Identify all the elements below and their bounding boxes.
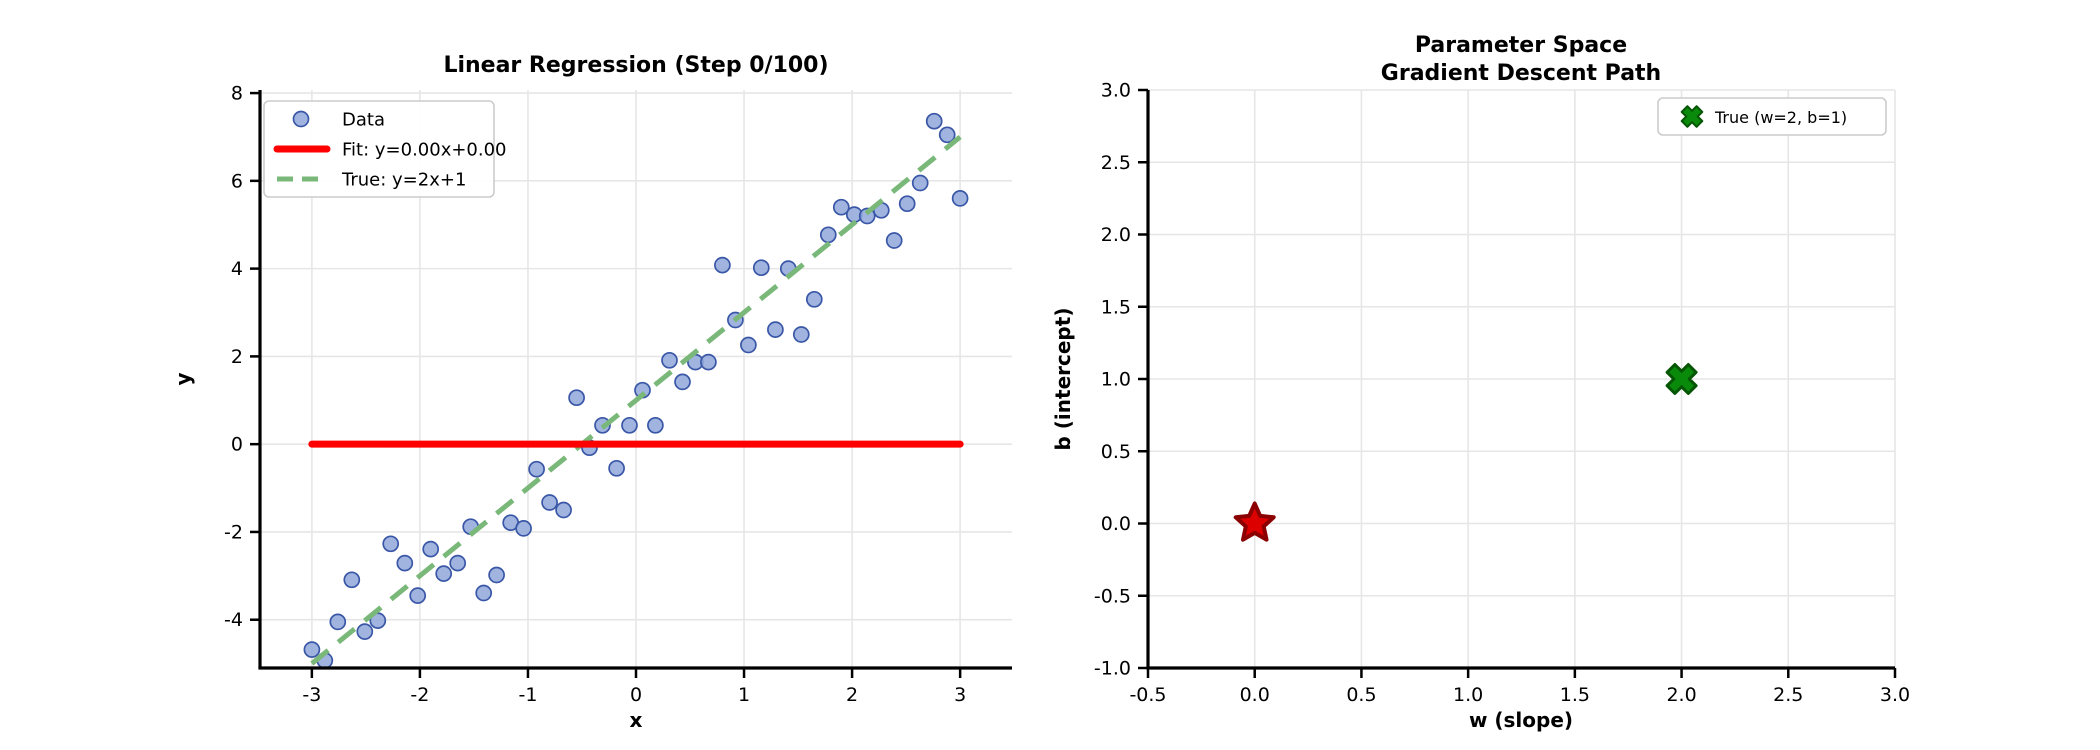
x-tick-label: 1.5: [1560, 684, 1590, 706]
scatter-point: [674, 373, 691, 391]
regression-title: Linear Regression (Step 0/100): [443, 53, 828, 78]
regression-ylabel: y: [171, 372, 195, 385]
y-tick-label: 3.0: [1101, 80, 1131, 102]
scatter-point: [767, 321, 784, 338]
x-tick-label: -0.5: [1129, 684, 1166, 706]
x-tick-label: 3: [954, 684, 966, 706]
scatter-point: [885, 232, 903, 249]
y-tick-label: 1.5: [1101, 296, 1131, 318]
scatter-point: [714, 256, 731, 274]
x-tick-label: 1.0: [1453, 684, 1483, 706]
scatter-point: [356, 623, 374, 640]
y-tick-label: 2.0: [1101, 224, 1131, 246]
scatter-point: [303, 641, 321, 658]
scatter-point: [435, 565, 453, 582]
scatter-point: [568, 389, 585, 407]
x-tick-label: 3.0: [1880, 684, 1910, 706]
legend-label-true-params: True (w=2, b=1): [1714, 108, 1847, 127]
true-line: [310, 135, 962, 666]
scatter-point: [647, 416, 664, 434]
scatter-point: [925, 112, 943, 130]
scatter-point: [700, 353, 717, 371]
scatter-point: [819, 226, 837, 244]
parameter-subtitle: Gradient Descent Path: [1381, 61, 1661, 86]
scatter-point: [752, 259, 770, 277]
x-tick-label: 0: [630, 684, 642, 706]
y-tick-label: 4: [231, 258, 243, 280]
scatter-point: [792, 326, 810, 343]
y-tick-label: 0.0: [1101, 513, 1131, 535]
scatter-point: [409, 587, 427, 604]
scatter-point: [898, 195, 916, 213]
scatter-point: [422, 540, 440, 558]
legend-label-fit: Fit: y=0.00x+0.00: [342, 140, 507, 161]
scatter-point: [951, 190, 969, 207]
y-tick-label: 2: [231, 346, 243, 368]
x-tick-label: 0.5: [1346, 684, 1376, 706]
scatter-point: [608, 459, 625, 477]
x-tick-label: 1: [738, 684, 750, 706]
scatter-point: [938, 126, 956, 144]
scatter-point: [661, 351, 678, 369]
legend-scatter-swatch: [292, 110, 310, 128]
x-tick-label: 2.0: [1666, 684, 1696, 706]
y-tick-label: 2.5: [1101, 152, 1131, 174]
y-tick-label: -0.5: [1094, 585, 1131, 607]
y-tick-label: 0.5: [1101, 441, 1131, 463]
star-marker: [1233, 501, 1276, 542]
y-tick-label: 6: [231, 170, 243, 192]
legend: Data Fit: y=0.00x+0.00 True: y=2x+1: [263, 100, 507, 198]
scatter-point: [528, 460, 545, 478]
y-tick-label: 0: [231, 434, 243, 456]
y-tick-label: 1.0: [1101, 369, 1131, 391]
scatter-point: [382, 535, 400, 553]
y-tick-label: -2: [224, 521, 243, 543]
scatter-point: [621, 416, 638, 434]
scatter-point: [449, 554, 467, 572]
scatter-point: [488, 566, 505, 584]
x-marker: [1665, 363, 1698, 395]
scatter-point: [832, 198, 850, 216]
x-tick-label: -2: [410, 684, 429, 706]
x-tick-label: -1: [518, 684, 537, 706]
legend-box: [263, 100, 495, 198]
scatter-point: [740, 336, 757, 354]
x-marker: [1680, 105, 1704, 128]
x-tick-label: 2.5: [1773, 684, 1803, 706]
y-tick-label: -4: [224, 609, 243, 631]
legend-label-true: True: y=2x+1: [341, 170, 466, 191]
parameter-xlabel: w (slope): [1469, 708, 1573, 732]
scatter-point: [911, 174, 929, 192]
scatter-point: [343, 571, 361, 589]
parameter-plot: -0.5 0.0 0.5 1.0 1.5 2.0 2.5 3.0 -1.0 -0.5 0.0 0.5 1…: [1094, 80, 1910, 707]
x-tick-label: 0.0: [1240, 684, 1270, 706]
legend-label-data: Data: [342, 110, 385, 131]
y-tick-label: 8: [231, 83, 243, 105]
y-tick-label: -1.0: [1094, 658, 1131, 680]
x-tick-label: 2: [846, 684, 858, 706]
scatter-point: [555, 501, 572, 519]
scatter-point: [515, 520, 532, 537]
scatter-point: [396, 554, 414, 572]
regression-plot: -3 -2 -1 0 1 2 3 -4 -2 0 2 4 6 8 Data Fit: y=0.00x+0.00…: [224, 83, 1012, 706]
x-tick-label: -3: [302, 684, 321, 706]
scatter-point: [541, 494, 558, 511]
parameter-title: Parameter Space: [1415, 33, 1627, 58]
scatter-point: [329, 613, 347, 631]
legend-box: [1657, 97, 1887, 136]
legend: True (w=2, b=1): [1657, 97, 1887, 136]
parameter-ylabel: b (intercept): [1051, 308, 1075, 451]
regression-xlabel: x: [630, 708, 643, 732]
scatter-point: [805, 290, 823, 308]
scatter-point: [475, 584, 493, 602]
